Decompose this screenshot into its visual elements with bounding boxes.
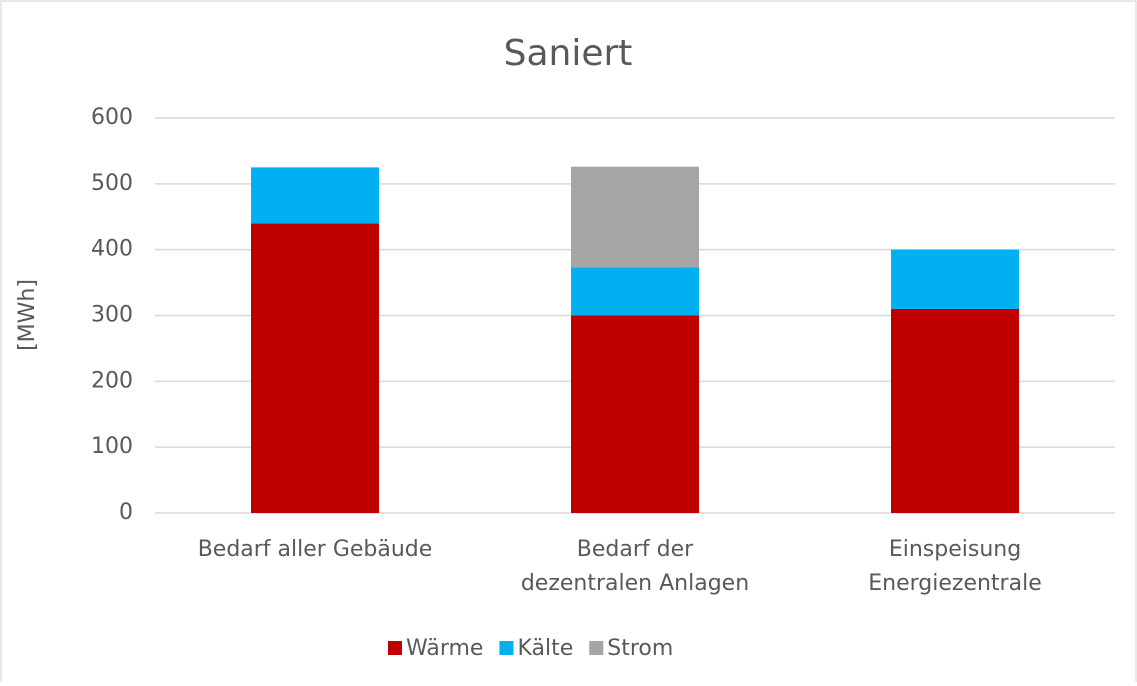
bar-segment	[251, 223, 379, 514]
bar-segment	[571, 315, 699, 513]
x-tick-label: Bedarf der	[577, 537, 694, 562]
legend-label: Strom	[607, 636, 673, 661]
y-tick-label: 100	[91, 434, 133, 459]
bar-segment	[571, 166, 699, 268]
x-tick-label: Energiezentrale	[868, 571, 1041, 596]
legend-label: Kälte	[517, 636, 573, 661]
x-tick-label: Einspeisung	[889, 537, 1021, 562]
legend-label: Wärme	[406, 636, 483, 661]
x-tick-label: dezentralen Anlagen	[521, 571, 749, 596]
chart-title: Saniert	[504, 33, 633, 74]
legend-swatch	[499, 641, 514, 655]
bar-segment	[571, 267, 699, 316]
y-tick-label: 600	[91, 105, 133, 130]
y-tick-label: 500	[91, 171, 133, 196]
y-axis-label: [MWh]	[15, 279, 40, 351]
bar-segment	[891, 308, 1019, 513]
y-tick-label: 400	[91, 237, 133, 262]
legend-swatch	[589, 641, 604, 655]
bar-segment	[251, 167, 379, 224]
legend-swatch	[388, 641, 402, 655]
y-tick-label: 300	[91, 303, 133, 328]
bar-segment	[891, 249, 1019, 309]
x-tick-label: Bedarf aller Gebäude	[198, 537, 433, 562]
y-tick-label: 200	[91, 368, 133, 393]
y-tick-label: 0	[119, 500, 133, 525]
